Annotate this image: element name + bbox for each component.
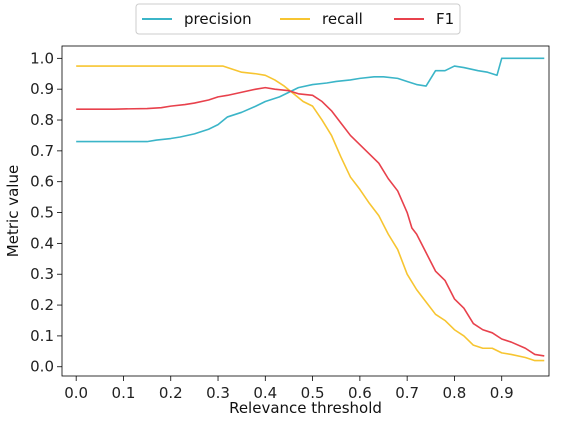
legend-label-recall: recall [322, 10, 363, 28]
y-tick-label: 0.2 [30, 296, 54, 314]
x-tick-label: 0.7 [395, 384, 419, 402]
x-tick-label: 0.6 [348, 384, 372, 402]
y-tick-label: 0.4 [30, 234, 54, 252]
x-axis-label: Relevance threshold [229, 399, 382, 417]
x-tick-label: 0.9 [490, 384, 514, 402]
series-lines [76, 57, 545, 362]
y-tick-label: 1.0 [30, 49, 54, 67]
y-tick-label: 0.1 [30, 327, 54, 345]
x-tick-label: 0.0 [64, 384, 88, 402]
y-tick-label: 0.6 [30, 173, 54, 191]
y-tick-label: 0.0 [30, 358, 54, 376]
series-line-recall [76, 65, 545, 362]
y-tick-label: 0.9 [30, 80, 54, 98]
y-tick-label: 0.3 [30, 265, 54, 283]
y-axis-label: Metric value [4, 165, 22, 257]
legend: precision recall F1 [135, 3, 461, 35]
y-axis-ticks: 0.0 0.1 0.2 0.3 0.4 0.5 0.6 0.7 0.8 0.9 1.0 [30, 49, 62, 376]
x-tick-label: 0.5 [301, 384, 325, 402]
y-tick-label: 0.5 [30, 204, 54, 222]
x-tick-label: 0.1 [112, 384, 136, 402]
legend-label-f1: F1 [436, 10, 454, 28]
legend-label-precision: precision [184, 10, 252, 28]
y-tick-label: 0.8 [30, 111, 54, 129]
x-tick-label: 0.4 [253, 384, 277, 402]
series-line-f1 [76, 86, 545, 357]
plot-area-frame [61, 45, 550, 377]
y-tick-label: 0.7 [30, 142, 54, 160]
x-axis-ticks: 0.0 0.1 0.2 0.3 0.4 0.5 0.6 0.7 0.8 0.9 [64, 376, 514, 402]
series-line-precision [76, 57, 545, 143]
x-tick-label: 0.2 [159, 384, 183, 402]
x-tick-label: 0.8 [443, 384, 467, 402]
x-tick-label: 0.3 [206, 384, 230, 402]
